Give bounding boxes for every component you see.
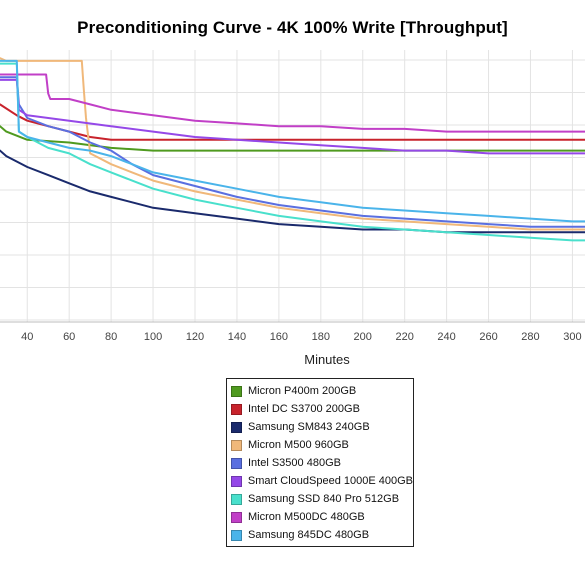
legend-item: Intel S3500 480GB <box>231 454 413 472</box>
legend-label: Samsung 845DC 480GB <box>248 529 370 541</box>
legend-swatch <box>231 529 242 541</box>
legend: Micron P400m 200GB Intel DC S3700 200GB Sa… <box>226 378 414 547</box>
series-line-2 <box>0 149 585 234</box>
x-axis-label: Minutes <box>304 352 350 367</box>
legend-swatch <box>231 439 242 451</box>
legend-label: Micron M500 960GB <box>248 439 349 451</box>
legend-label: Smart CloudSpeed 1000E 400GB <box>247 475 413 487</box>
x-tick-label: 180 <box>312 331 330 343</box>
legend-item: Micron M500 960GB <box>231 436 413 454</box>
x-tick-label: 80 <box>105 331 117 343</box>
x-tick-label: 300 <box>563 331 581 343</box>
legend-item: Micron P400m 200GB <box>231 382 413 400</box>
legend-swatch <box>231 493 242 505</box>
x-tick-label: 140 <box>228 331 246 343</box>
legend-swatch <box>231 475 242 487</box>
legend-swatch <box>231 457 242 469</box>
legend-swatch <box>231 403 242 415</box>
legend-label: Intel DC S3700 200GB <box>248 403 360 415</box>
series-line-0 <box>0 125 585 152</box>
legend-item: Intel DC S3700 200GB <box>231 400 413 418</box>
legend-item: Samsung SSD 840 Pro 512GB <box>231 490 413 508</box>
legend-swatch <box>231 421 242 433</box>
series-layer <box>0 57 585 242</box>
legend-item: Smart CloudSpeed 1000E 400GB <box>231 472 413 490</box>
series-line-8 <box>0 59 585 223</box>
series-line-3 <box>0 57 585 231</box>
x-tick-label: 280 <box>521 331 539 343</box>
x-tick-label: 40 <box>21 331 33 343</box>
legend-item: Micron M500DC 480GB <box>231 508 413 526</box>
legend-label: Intel S3500 480GB <box>248 457 341 469</box>
x-axis: 40 60 80 100 120 140 160 180 200 220 240 260 280 300 <box>0 321 585 343</box>
series-line-6 <box>0 62 585 242</box>
legend-item: Samsung SM843 240GB <box>231 418 413 436</box>
x-tick-label: 160 <box>270 331 288 343</box>
legend-swatch <box>231 385 242 397</box>
legend-label: Samsung SM843 240GB <box>248 421 370 433</box>
x-tick-label: 200 <box>354 331 372 343</box>
series-line-7 <box>0 73 585 133</box>
legend-swatch <box>231 511 242 523</box>
x-tick-label: 120 <box>186 331 204 343</box>
legend-label: Micron M500DC 480GB <box>248 511 365 523</box>
chart-title: Preconditioning Curve - 4K 100% Write [T… <box>77 18 508 37</box>
x-tick-label: 220 <box>395 331 413 343</box>
series-line-5 <box>0 78 585 155</box>
legend-label: Samsung SSD 840 Pro 512GB <box>248 493 400 505</box>
x-tick-label: 260 <box>479 331 497 343</box>
x-tick-label: 240 <box>437 331 455 343</box>
x-tick-label: 100 <box>144 331 162 343</box>
legend-label: Micron P400m 200GB <box>248 385 357 397</box>
series-line-4 <box>0 76 585 228</box>
legend-item: Samsung 845DC 480GB <box>231 526 413 544</box>
grid-layer <box>0 50 585 322</box>
x-tick-label: 60 <box>63 331 75 343</box>
